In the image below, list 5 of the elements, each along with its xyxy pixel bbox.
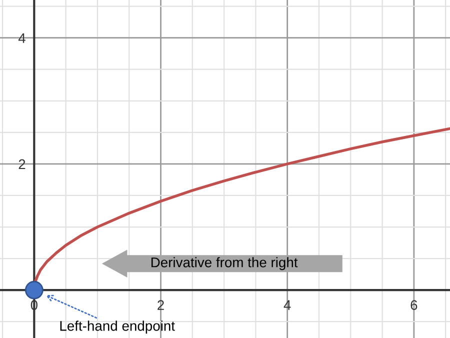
annotation: Derivative from the right <box>151 257 298 270</box>
annotation: Left-hand endpoint <box>60 320 175 334</box>
x-tick-label: 2 <box>158 300 164 310</box>
x-tick-label: 4 <box>284 300 291 310</box>
x-tick-label: 6 <box>410 300 418 310</box>
